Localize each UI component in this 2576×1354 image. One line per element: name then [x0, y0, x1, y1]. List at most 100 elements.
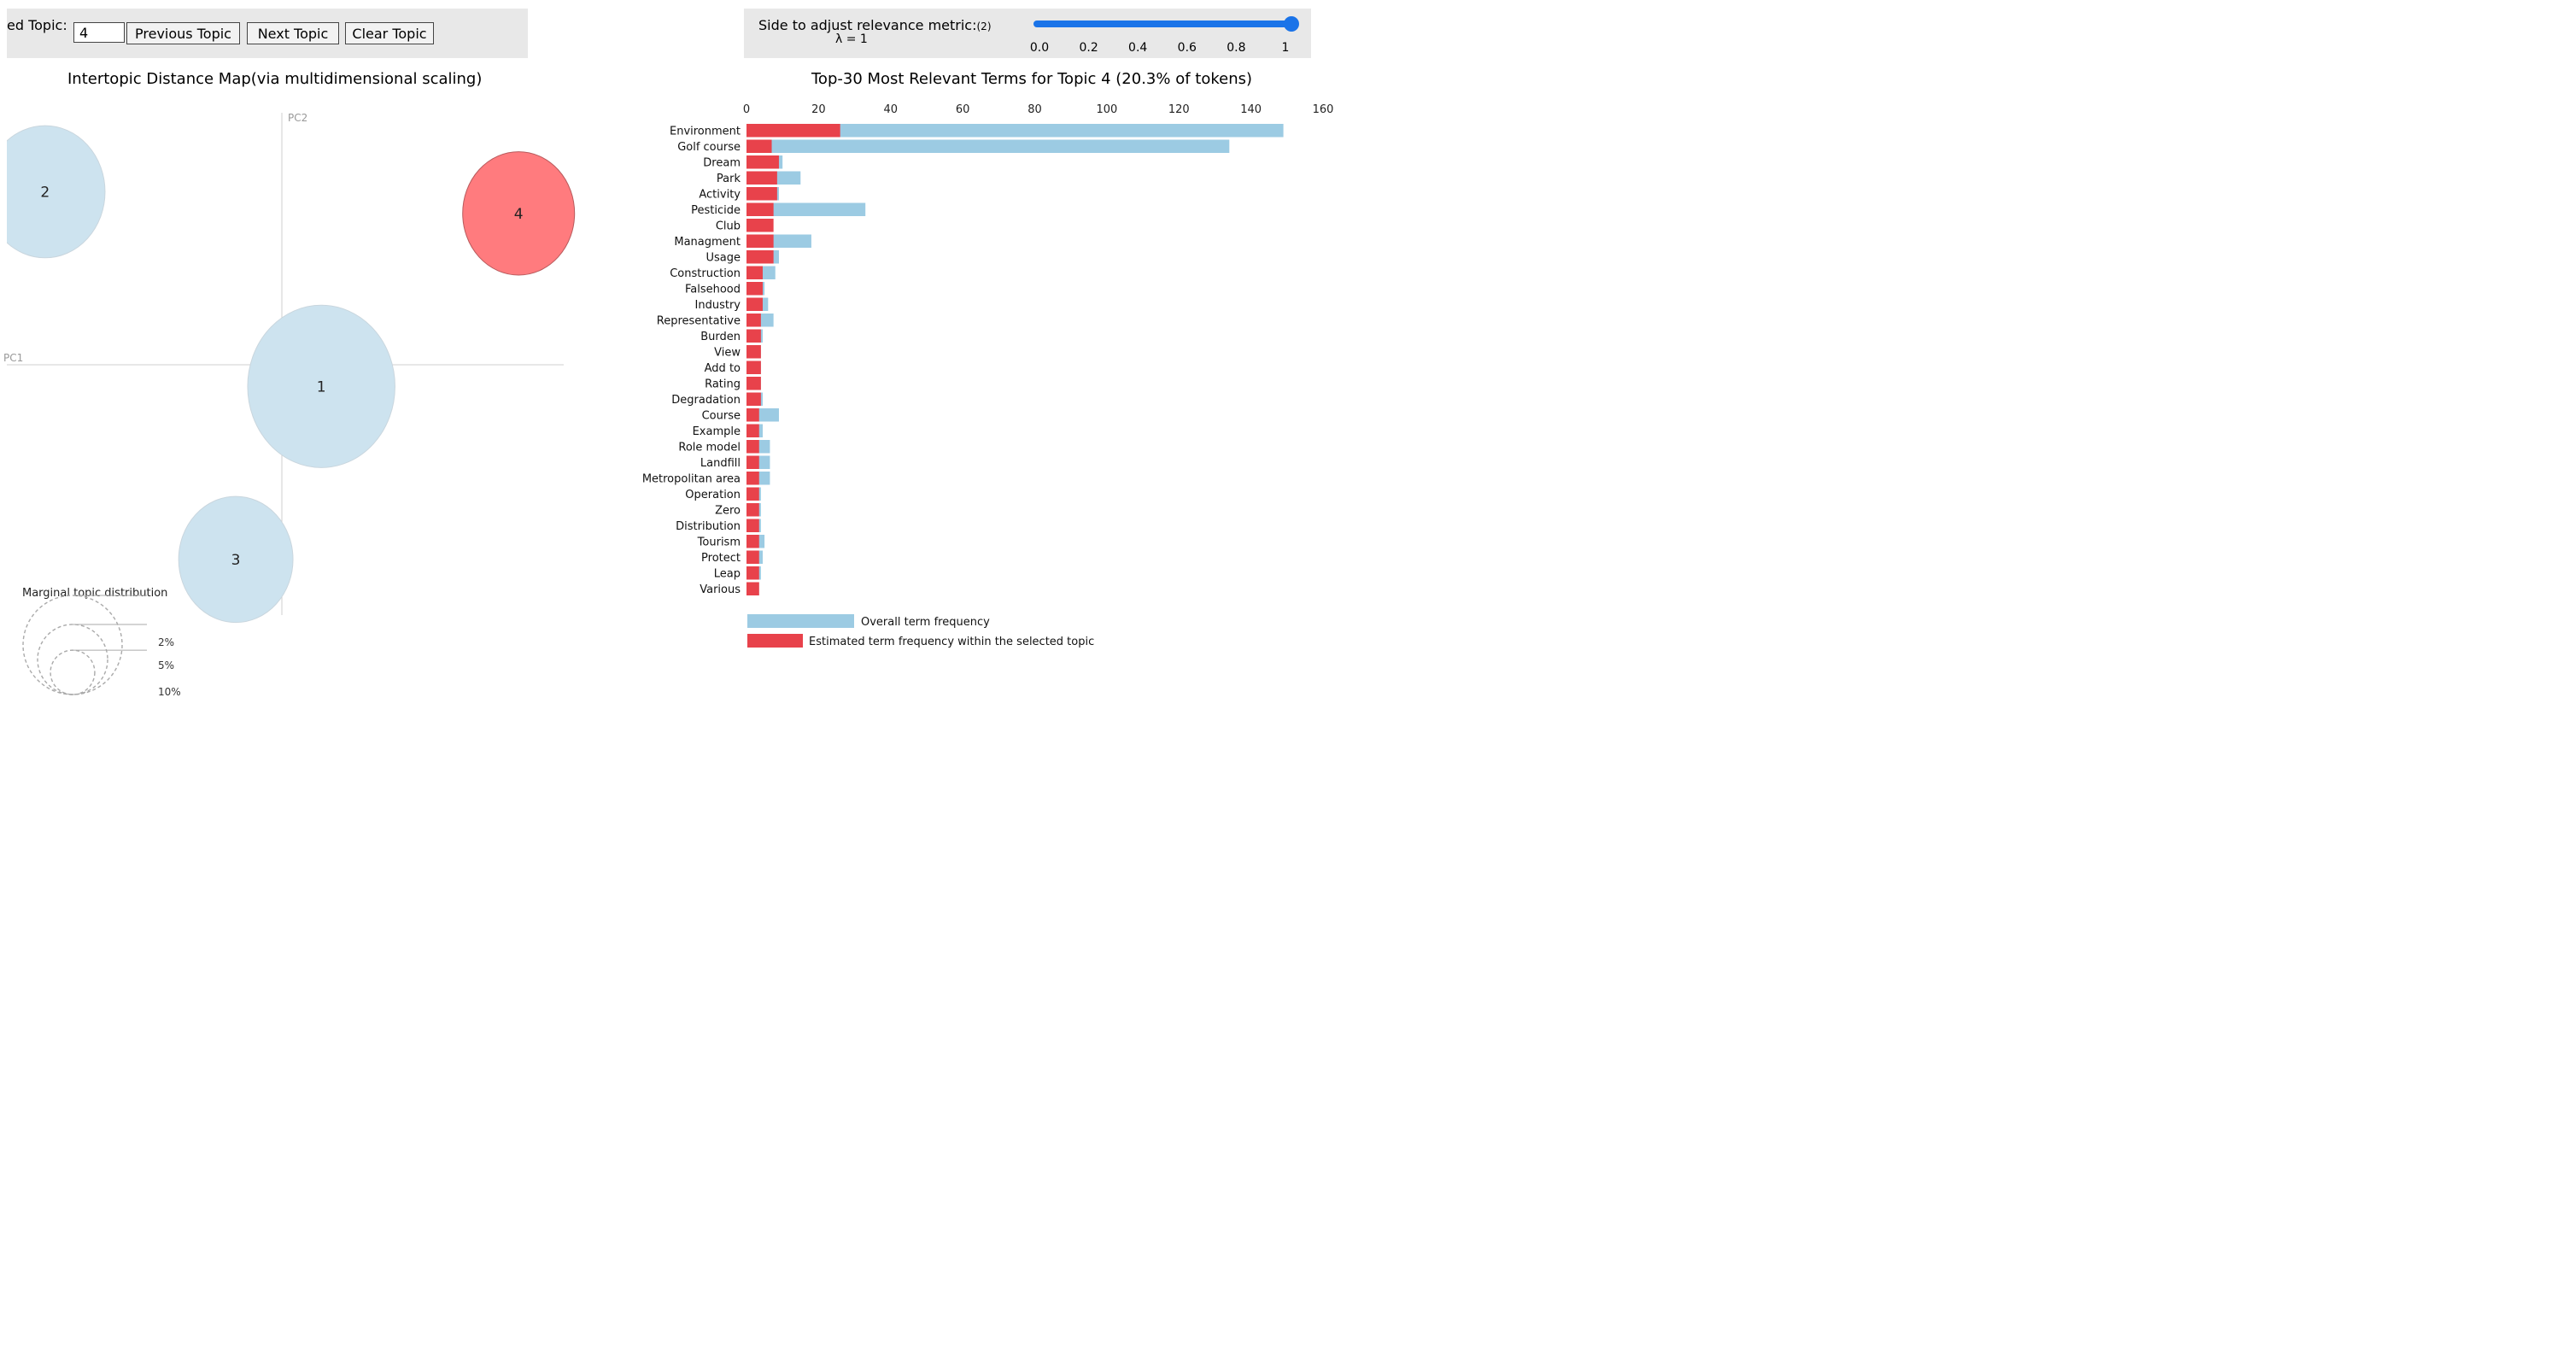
topic-frequency-bar — [746, 550, 759, 564]
term-label: Metropolitan area — [642, 473, 741, 486]
term-label: Role model — [678, 442, 741, 454]
bar-legend: Overall term frequency Estimated term fre… — [747, 614, 1094, 648]
slider-tick-label: 0.0 — [1029, 41, 1050, 55]
x-tick-label: 80 — [1027, 103, 1042, 116]
overall-frequency-bar — [746, 139, 1230, 153]
bar-chart-title: Top-30 Most Relevant Terms for Topic 4 (… — [811, 70, 1253, 88]
bar-term-labels: Environment Golf course Dream Park Activity P… — [642, 126, 741, 597]
term-label: Dream — [703, 157, 741, 170]
topic-frequency-bar — [746, 139, 772, 153]
term-label: Falsehood — [685, 284, 741, 296]
legend-entry: 2% — [50, 636, 174, 695]
term-label: Activity — [699, 189, 741, 202]
topic-frequency-bar — [746, 171, 777, 185]
pc1-axis-label: PC1 — [3, 352, 23, 364]
slider-tick-label: 0.4 — [1128, 41, 1148, 55]
next-topic-button[interactable]: Next Topic — [247, 22, 339, 44]
legend-topic-swatch — [747, 634, 803, 648]
topic-frequency-bar — [746, 234, 774, 248]
topic-frequency-bar — [746, 314, 761, 327]
term-label: Landfill — [700, 457, 741, 470]
topic-frequency-bar — [746, 345, 761, 359]
term-label: Various — [700, 583, 741, 596]
term-label: View — [714, 347, 741, 360]
clear-topic-button[interactable]: Clear Topic — [345, 22, 434, 44]
topic-bubble-circle — [247, 304, 395, 468]
legend-topic-label: Estimated term frequency within the sele… — [809, 636, 1094, 648]
topic-frequency-bar — [746, 329, 761, 343]
topic-frequency-bar — [746, 297, 763, 311]
x-tick-label: 0 — [743, 103, 750, 116]
topic-frequency-bar — [746, 282, 763, 296]
relevance-slider-handle[interactable] — [1284, 16, 1299, 32]
term-label: Degradation — [671, 394, 741, 407]
term-label: Add to — [705, 362, 741, 375]
term-label: Tourism — [697, 536, 741, 549]
slider-label-note: (2) — [976, 21, 992, 32]
topic-bubble-circle — [462, 151, 576, 276]
topic-frequency-bar — [746, 566, 759, 580]
topic-bubble-4[interactable]: 4 — [462, 151, 576, 276]
topic-frequency-bar — [746, 155, 779, 169]
topic-bubble-label: 2 — [40, 184, 50, 201]
term-label: Zero — [715, 505, 741, 518]
relevance-slider-track[interactable] — [1033, 21, 1291, 27]
term-label: Industry — [695, 299, 741, 312]
selected-topic-label: ed Topic: — [7, 17, 67, 33]
x-tick-label: 40 — [883, 103, 898, 116]
topic-frequency-bar — [746, 124, 840, 138]
topic-frequency-bar — [746, 455, 759, 469]
topic-bubble-3[interactable]: 3 — [178, 495, 294, 624]
topic-frequency-bar — [746, 408, 759, 422]
term-label: Example — [693, 425, 741, 438]
previous-topic-button[interactable]: Previous Topic — [126, 22, 240, 44]
topic-bubble-label: 4 — [514, 206, 524, 223]
x-tick-label: 20 — [811, 103, 826, 116]
marginal-topic-legend: Marginal topic distribution 2% 5% 10% — [22, 587, 181, 698]
topic-frequency-bar — [746, 440, 759, 454]
topic-frequency-bar — [746, 472, 759, 485]
term-label: Burden — [700, 331, 741, 343]
x-tick-label: 120 — [1168, 103, 1190, 116]
topic-frequency-bar — [746, 503, 759, 517]
pc2-axis-label: PC2 — [288, 112, 307, 124]
intertopic-map-title: Intertopic Distance Map(via multidimensi… — [67, 70, 483, 88]
topic-bubble-label: 1 — [317, 378, 326, 396]
topic-frequency-bar — [746, 392, 761, 406]
x-tick-label: 160 — [1313, 103, 1334, 116]
intertopic-distance-map: PC2 PC1 1 2 3 4 Marginal topic distribution 2… — [0, 112, 576, 698]
topic-bubble-1[interactable]: 1 — [247, 304, 395, 468]
topic-frequency-bar — [746, 219, 774, 232]
term-label: Course — [702, 410, 741, 423]
topic-frequency-bar — [746, 266, 763, 279]
slider-tick-label: 1 — [1281, 41, 1290, 55]
bar-x-axis: 0 20 40 60 80 100 120 140 160 — [743, 103, 1334, 116]
topic-frequency-bar — [746, 424, 759, 437]
term-label: Operation — [685, 489, 741, 501]
legend-circle — [22, 595, 123, 695]
term-label: Construction — [670, 267, 741, 280]
legend-overall-label: Overall term frequency — [861, 616, 990, 629]
term-label: Representative — [657, 315, 741, 328]
topic-frequency-bar — [746, 487, 759, 501]
topic-bubble-circle — [7, 125, 106, 259]
topic-number-input[interactable] — [73, 22, 125, 43]
topic-frequency-bar — [746, 360, 761, 374]
legend-overall-swatch — [747, 614, 854, 628]
x-tick-label: 140 — [1240, 103, 1262, 116]
slider-tick-label: 0.2 — [1079, 41, 1098, 55]
legend-label: 2% — [158, 636, 174, 648]
x-tick-label: 100 — [1096, 103, 1117, 116]
topic-frequency-bar — [746, 250, 774, 264]
topic-frequency-bar — [746, 519, 759, 532]
term-label: Park — [717, 173, 741, 185]
overall-frequency-bar — [746, 202, 866, 216]
relevance-slider-panel — [744, 9, 1311, 58]
overall-frequency-bar — [746, 124, 1284, 138]
topic-bubble-2[interactable]: 2 — [0, 125, 106, 259]
legend-title: Marginal topic distribution — [22, 587, 167, 600]
topic-frequency-bar — [746, 202, 774, 216]
legend-topic: Estimated term frequency within the sele… — [747, 634, 1094, 648]
lambda-value-label: λ = 1 — [835, 32, 868, 46]
term-label: Protect — [701, 552, 741, 565]
